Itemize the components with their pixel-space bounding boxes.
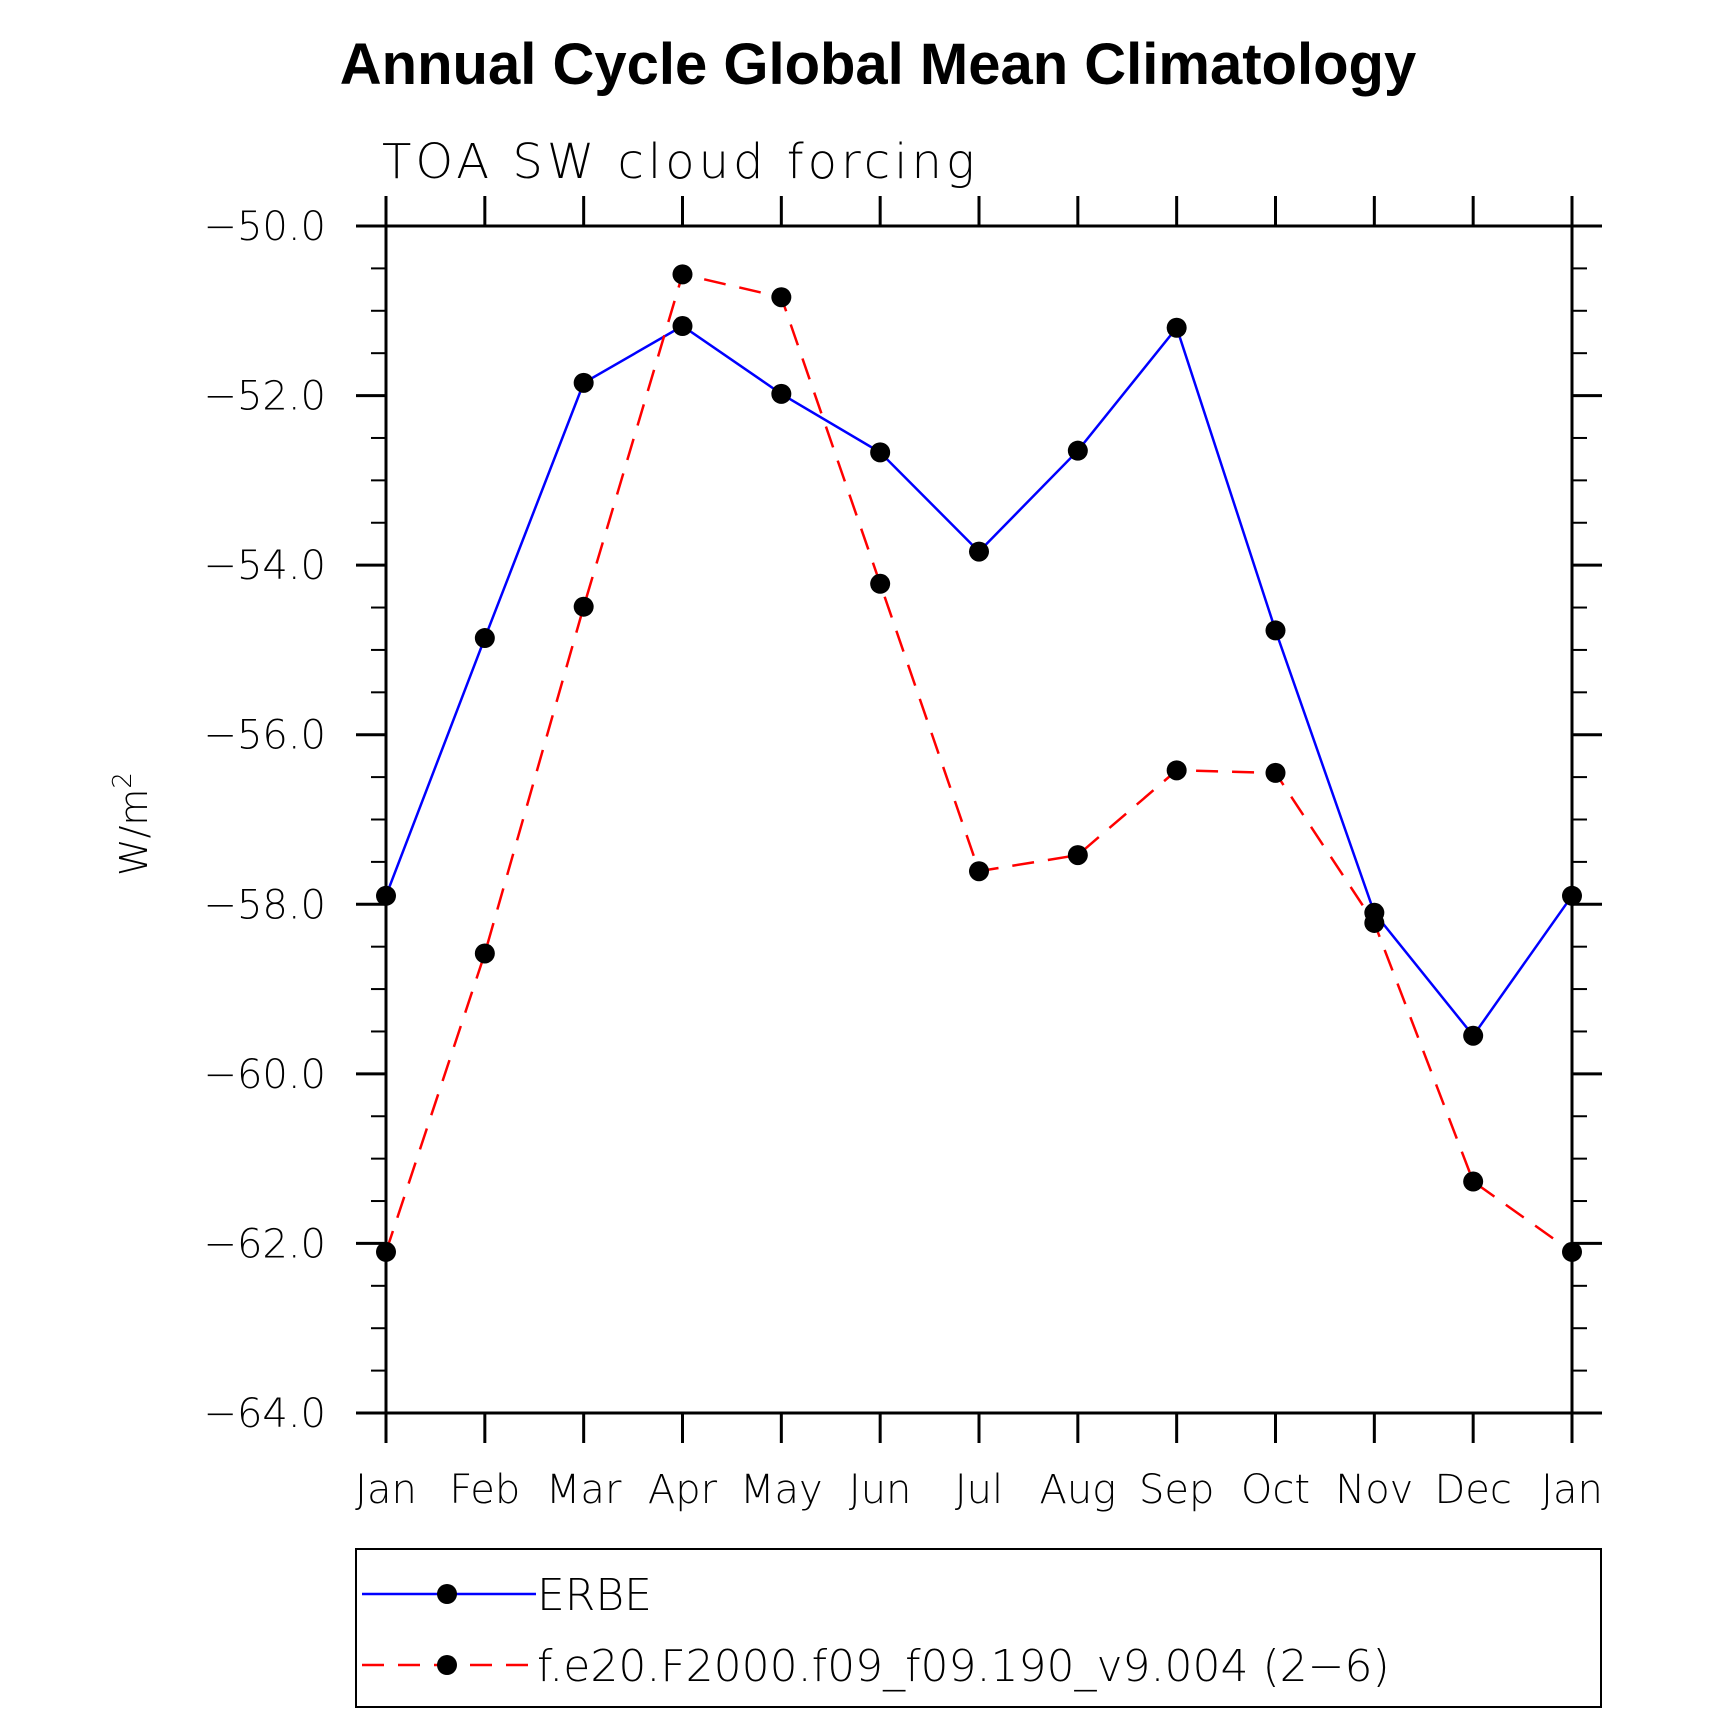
axis-ticks [356,196,1602,1443]
y-axis-label-superscript: 2 [108,772,138,789]
series-0-point [969,541,989,562]
series-1-point [1364,912,1385,933]
x-tick-label: Oct [1241,1467,1310,1513]
series-line-1 [384,272,1573,1253]
series-1-point [672,264,693,285]
legend-marker-erbe [437,1584,457,1604]
series-1-point [376,1241,396,1262]
series-0-point [1166,317,1187,338]
svg-text:W/m2: W/m2 [108,772,156,876]
series-1-point [870,573,891,594]
series-1-point [1166,760,1187,781]
y-tick-label: −58.0 [203,882,326,928]
x-tick-label: May [740,1467,823,1513]
y-axis-label-text: W/m [112,789,156,876]
chart-subtitle: TOA SW cloud forcing [382,134,979,190]
series-0-point [573,372,594,393]
x-tick-label: Sep [1139,1467,1214,1513]
x-tick-label: Dec [1434,1467,1511,1513]
y-tick-label: −54.0 [203,543,326,589]
plot-frame [384,224,1574,1415]
series-0-point [1265,620,1286,641]
x-tick-label: Nov [1335,1467,1413,1513]
y-tick-label: −52.0 [203,374,326,420]
y-tick-label: −50.0 [203,204,326,250]
series-0-point [1463,1025,1484,1046]
series-1-point [1562,1241,1582,1262]
x-tick-label: Jan [355,1467,417,1513]
legend-marker-model [437,1655,457,1675]
series-1-point [1463,1171,1484,1192]
y-axis-label: W/m2 [108,772,156,876]
series-1-point [1067,845,1088,866]
series-0-point [870,442,891,463]
y-tick-label: −62.0 [203,1221,326,1267]
x-tick-label: Jan [1541,1467,1603,1513]
x-tick-label: Feb [449,1467,520,1513]
y-tick-label: −60.0 [203,1052,326,1098]
x-tick-label: Jul [955,1467,1003,1513]
series-1-point [969,861,989,882]
series-0-point [376,885,396,906]
legend-label-erbe: ERBE [537,1570,652,1621]
x-tick-label: Mar [546,1467,622,1513]
x-tick-label: Jun [849,1467,912,1513]
series-1-point [1265,762,1286,783]
legend-box [355,1548,1602,1708]
y-tick-labels: −50.0 −52.0 −54.0 −56.0 −58.0 −60.0 −62.0 −64.0 [203,204,326,1437]
x-tick-labels: Jan Feb Mar Apr May Jun Jul Aug Sep Oct Nov Dec Jan [355,1467,1603,1513]
series-0-point [771,383,792,404]
series-0-point [1562,885,1582,906]
series-1-point [771,287,792,308]
legend: ERBE f.e20.F2000.f09_f09.190_v9.004 (2−6… [355,1548,1602,1708]
x-tick-label: Aug [1039,1467,1116,1513]
series-layer [376,264,1582,1262]
series-1-point [573,596,594,617]
legend-label-model: f.e20.F2000.f09_f09.190_v9.004 (2−6) [537,1641,1390,1692]
series-0-point [474,628,495,649]
series-line-0 [384,324,1574,1038]
y-tick-label: −64.0 [203,1391,326,1437]
series-0-point [1067,440,1088,461]
series-1-point [474,943,495,964]
chart-title: Annual Cycle Global Mean Climatology [340,32,1416,97]
y-tick-label: −56.0 [203,713,326,759]
x-tick-label: Apr [648,1467,718,1513]
series-0-point [672,316,693,337]
